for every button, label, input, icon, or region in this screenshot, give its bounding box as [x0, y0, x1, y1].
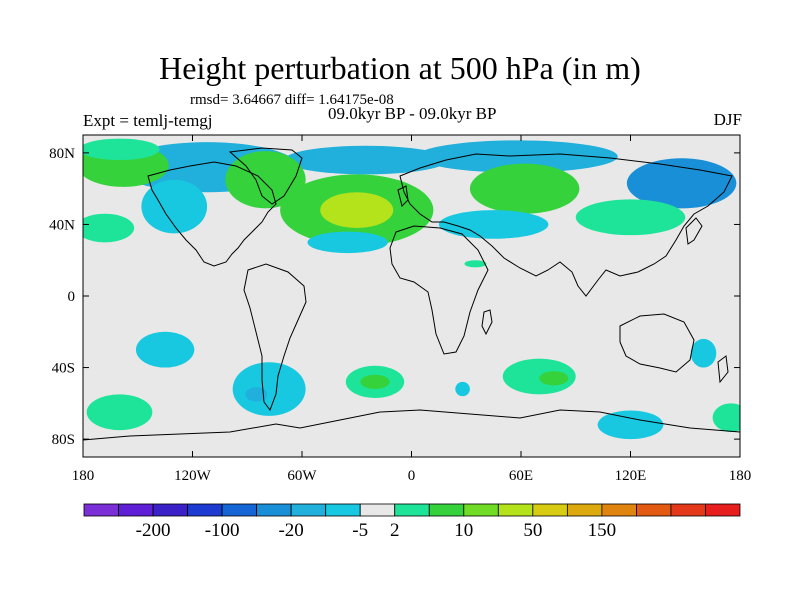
anomaly-region: [141, 179, 208, 234]
coast-new-zealand: [717, 355, 729, 384]
y-tick-label: 0: [68, 289, 76, 305]
colorbar-label: 150: [588, 520, 617, 541]
anomaly-region: [597, 410, 664, 440]
colorbar: -200 -100 -20 -5 2 10 50 150: [83, 503, 741, 541]
colorbar-swatch: [359, 503, 396, 517]
x-tick-label: 60W: [287, 468, 317, 484]
colorbar-swatch: [497, 503, 534, 517]
coastlines: [83, 147, 740, 441]
coast-australia: [619, 313, 695, 373]
colorbar-label: 50: [523, 520, 542, 541]
anomaly-region: [360, 374, 390, 390]
colorbar-swatch: [325, 503, 361, 517]
anomaly-region: [690, 338, 717, 368]
anomaly-region: [283, 145, 448, 175]
colorbar-swatch: [256, 503, 292, 517]
colorbar-label: -5: [352, 520, 368, 541]
colorbar-swatch: [705, 503, 741, 517]
anomaly-region: [416, 140, 618, 173]
colorbar-swatch: [428, 503, 465, 517]
coast-japan: [685, 217, 703, 245]
x-tick-label: 120E: [615, 468, 647, 484]
colorbar-swatch: [290, 503, 327, 517]
colorbar-swatch: [83, 503, 119, 517]
colorbar-swatch: [152, 503, 188, 517]
plot-area: [83, 135, 740, 457]
y-tick-label: 40S: [52, 361, 75, 377]
chart-title: Height perturbation at 500 hPa (in m): [159, 50, 641, 86]
coast-eurasia: [399, 153, 733, 297]
coast-madagascar: [481, 309, 493, 336]
x-tick-label: 180: [729, 468, 752, 484]
colorbar-swatch: [394, 503, 430, 517]
stats-line: rmsd= 3.64667 diff= 1.64175e-08: [190, 92, 394, 108]
coast-africa: [389, 225, 489, 355]
coast-south-america: [243, 263, 307, 412]
anomaly-region: [626, 158, 737, 209]
anomaly-region: [438, 210, 549, 239]
anomaly-region: [539, 371, 569, 386]
anomaly-region: [712, 403, 740, 432]
colorbar-swatch: [566, 503, 603, 517]
colorbar-label: 10: [454, 520, 473, 541]
anomaly-region: [232, 362, 306, 416]
y-tick-label: 80N: [49, 146, 75, 162]
anomaly-region: [502, 358, 576, 395]
colorbar-swatch: [221, 503, 258, 517]
colorbar-label: -200: [136, 520, 171, 541]
experiment-label: Expt = temlj-temgj: [83, 111, 213, 130]
colorbar-swatch: [463, 503, 499, 517]
coast-greenland: [228, 147, 303, 205]
anomaly-region: [455, 381, 470, 397]
colorbar-swatch: [670, 503, 706, 517]
anomaly-fields: [83, 138, 740, 440]
anomaly-region: [469, 163, 580, 214]
coast-uk: [397, 185, 409, 207]
anomaly-region: [320, 192, 394, 229]
coast-antarctica: [83, 409, 740, 441]
colorbar-swatch: [118, 503, 154, 517]
colorbar-swatch: [187, 503, 223, 517]
period-label: 09.0kyr BP - 09.0kyr BP: [328, 104, 497, 123]
anomaly-region: [83, 213, 135, 243]
y-tick-label: 80S: [52, 432, 75, 448]
anomaly-region: [83, 138, 160, 161]
colorbar-label: -100: [205, 520, 240, 541]
anomaly-region: [575, 199, 686, 236]
coast-north-america: [147, 161, 277, 267]
x-tick-label: 180: [72, 468, 95, 484]
x-axis: 180 120W 60W 0 60E 120E 180: [72, 135, 752, 484]
x-tick-label: 60E: [509, 468, 533, 484]
colorbar-swatch: [532, 503, 568, 517]
y-tick-label: 40N: [49, 217, 75, 233]
anomaly-region: [245, 387, 268, 402]
anomaly-region: [307, 231, 388, 254]
x-tick-label: 120W: [174, 468, 212, 484]
y-axis: 80N 40N 0 40S 80S: [49, 146, 740, 448]
colorbar-label: -20: [278, 520, 303, 541]
colorbar-label: 2: [390, 520, 400, 541]
x-tick-label: 0: [408, 468, 416, 484]
anomaly-region: [464, 260, 487, 268]
anomaly-region: [86, 394, 153, 431]
colorbar-swatch: [601, 503, 637, 517]
colorbar-swatch: [636, 503, 672, 517]
season-label: DJF: [713, 110, 742, 129]
anomaly-region: [135, 331, 195, 368]
